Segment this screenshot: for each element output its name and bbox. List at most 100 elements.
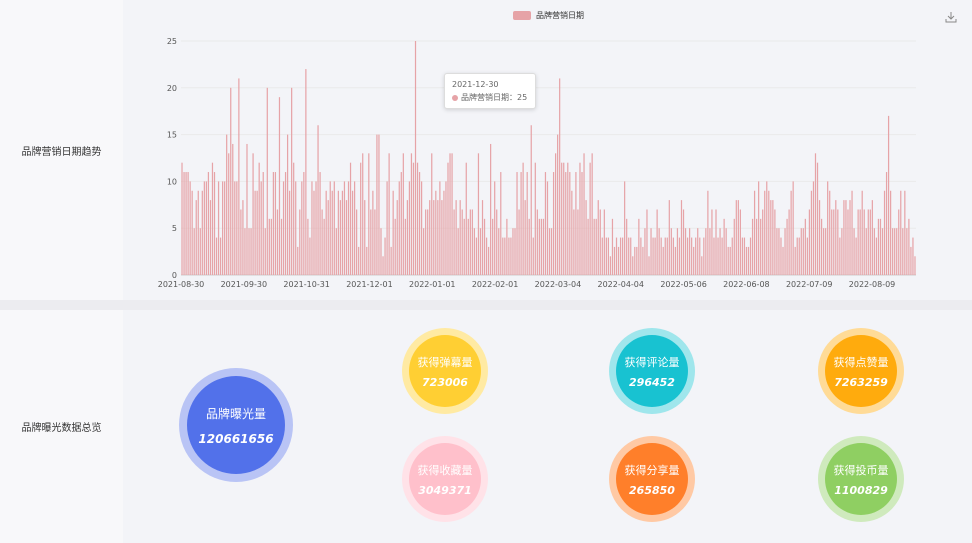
bar bbox=[743, 237, 746, 275]
trend-bar-chart[interactable]: 0 5 10 15 20 25 2021-08-30 2021-09-30 2021-10-31… bbox=[123, 0, 972, 300]
bar bbox=[662, 246, 664, 275]
bar bbox=[784, 228, 786, 275]
bar bbox=[818, 200, 821, 275]
bar bbox=[686, 237, 689, 275]
bar bbox=[762, 209, 764, 275]
bar bbox=[425, 209, 427, 275]
bar bbox=[244, 228, 246, 275]
bar bbox=[463, 218, 465, 275]
bar bbox=[885, 172, 888, 275]
bar bbox=[487, 246, 490, 275]
bar bbox=[441, 200, 443, 275]
bar bbox=[597, 200, 599, 275]
metric-label: 获得投币量 bbox=[833, 463, 889, 477]
legend-label: 品牌营销日期 bbox=[536, 11, 584, 20]
download-icon[interactable] bbox=[944, 10, 958, 24]
bar bbox=[185, 172, 187, 275]
bar bbox=[248, 228, 250, 275]
bar bbox=[554, 153, 557, 275]
bar bbox=[879, 218, 882, 275]
bar bbox=[607, 237, 610, 275]
bar bbox=[622, 237, 624, 275]
bar bbox=[699, 237, 701, 275]
bar bbox=[293, 162, 295, 275]
summary-section-label: 品牌曝光数据总览 bbox=[0, 310, 123, 543]
bar bbox=[788, 209, 790, 275]
bar bbox=[561, 162, 563, 275]
bar bbox=[896, 228, 898, 275]
bar bbox=[589, 162, 591, 275]
bar bbox=[646, 209, 648, 275]
bar bbox=[573, 209, 575, 275]
bar bbox=[349, 162, 352, 275]
metric-danmaku: 获得弹幕量 723006 bbox=[402, 328, 488, 414]
bar bbox=[508, 237, 510, 275]
bar bbox=[236, 181, 238, 275]
metric-favorites-core: 获得收藏量 3049371 bbox=[409, 443, 481, 515]
bar bbox=[189, 181, 191, 275]
bar bbox=[865, 228, 867, 275]
bar bbox=[270, 218, 272, 275]
bar bbox=[725, 228, 727, 275]
bar bbox=[420, 181, 423, 275]
bar bbox=[378, 134, 380, 275]
bar bbox=[867, 209, 869, 275]
bar bbox=[881, 228, 884, 275]
bar bbox=[833, 209, 835, 275]
bar bbox=[640, 237, 642, 275]
bar bbox=[309, 237, 311, 275]
bar bbox=[825, 228, 827, 275]
bar bbox=[764, 190, 766, 275]
bar bbox=[286, 134, 289, 275]
bar bbox=[853, 228, 855, 275]
bar bbox=[376, 134, 378, 275]
bar bbox=[258, 162, 260, 275]
bar bbox=[534, 162, 536, 275]
chart-legend[interactable]: 品牌营销日期 bbox=[513, 10, 584, 21]
bar bbox=[345, 200, 348, 275]
bar bbox=[461, 209, 463, 275]
bar bbox=[351, 190, 354, 275]
bar bbox=[219, 237, 222, 275]
bar bbox=[749, 237, 752, 275]
bar bbox=[317, 125, 319, 276]
bar bbox=[691, 237, 693, 275]
bar bbox=[528, 218, 530, 275]
metric-label: 获得评论量 bbox=[624, 355, 680, 369]
bar bbox=[664, 237, 666, 275]
bar bbox=[552, 172, 555, 275]
bar bbox=[492, 218, 494, 275]
bar bbox=[778, 228, 780, 275]
bar bbox=[660, 237, 662, 275]
bar bbox=[353, 181, 356, 275]
bar bbox=[276, 209, 279, 275]
metric-value: 265850 bbox=[629, 483, 675, 497]
bar bbox=[433, 200, 435, 275]
metric-label: 获得分享量 bbox=[624, 463, 680, 477]
bar bbox=[575, 172, 577, 275]
bar bbox=[445, 181, 447, 275]
bar bbox=[758, 181, 760, 275]
bar bbox=[873, 228, 875, 275]
bar bbox=[187, 172, 189, 275]
bar bbox=[794, 246, 796, 275]
bar bbox=[804, 218, 806, 275]
bar bbox=[207, 172, 210, 275]
bar bbox=[301, 181, 303, 275]
bar bbox=[816, 162, 819, 275]
bar bbox=[370, 209, 372, 275]
x-tick-label: 2022-01-01 bbox=[409, 280, 456, 289]
bar bbox=[887, 115, 890, 275]
bar bbox=[494, 181, 496, 275]
bar bbox=[644, 228, 646, 275]
metric-danmaku-core: 获得弹幕量 723006 bbox=[409, 335, 481, 407]
bar bbox=[483, 218, 486, 275]
bar bbox=[262, 172, 264, 275]
bar bbox=[325, 190, 327, 275]
bar bbox=[735, 200, 737, 275]
bar bbox=[394, 218, 396, 275]
bar bbox=[904, 190, 906, 275]
bar bbox=[260, 181, 262, 275]
bar bbox=[658, 228, 660, 275]
bar bbox=[585, 200, 587, 275]
